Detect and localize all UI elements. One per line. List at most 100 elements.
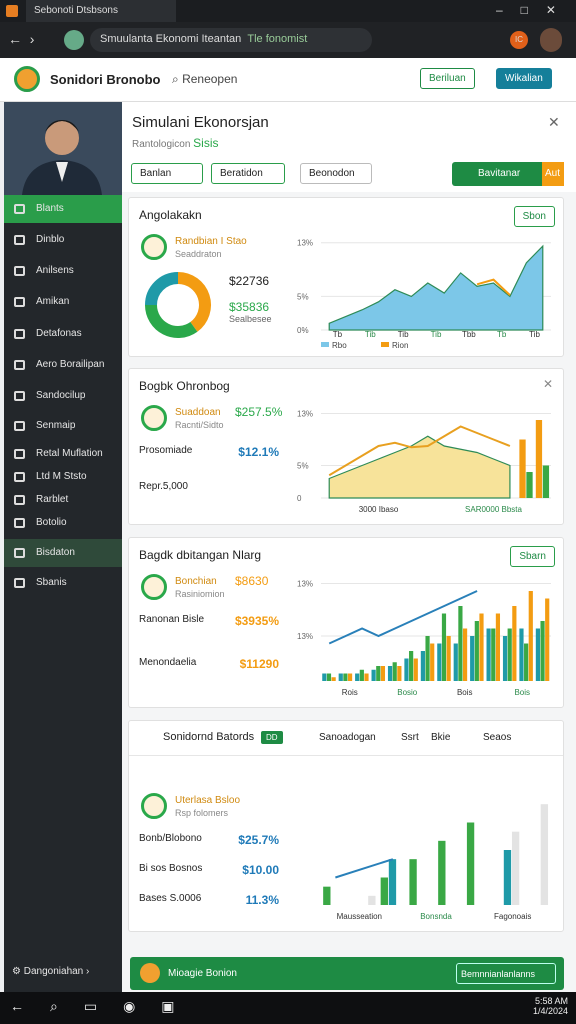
nav-item[interactable]: Bisdaton — [4, 539, 122, 567]
stat: Prosomiade $12.1% — [139, 445, 279, 459]
nav-item[interactable]: Ltd M Ststo — [4, 463, 122, 491]
nav-icon — [14, 518, 25, 528]
toolbar-button[interactable]: Banlan — [131, 163, 203, 184]
nav-item[interactable]: Amikan — [4, 288, 122, 316]
bar — [437, 643, 442, 681]
x-label: 3000 Ibaso — [359, 505, 399, 514]
x-label: Tb — [497, 330, 507, 339]
stat-label: Menondaelia — [139, 656, 197, 668]
x-label: Mausseation — [337, 912, 382, 921]
area — [328, 435, 511, 499]
browser-tab[interactable]: Sebonoti Dtsbsons — [26, 0, 176, 22]
sidebar-footer[interactable]: ⚙ Dangoniahan › — [12, 966, 90, 977]
stat-head: Bonchian — [175, 576, 217, 587]
nav-item[interactable]: Senmaip — [4, 412, 122, 440]
card-tool[interactable]: Sanoadogan — [319, 732, 376, 743]
header-button[interactable]: Wikalian — [496, 68, 552, 89]
nav-item[interactable]: Aero Borailipan — [4, 351, 122, 379]
stat-icon — [141, 405, 167, 431]
bar — [322, 673, 327, 681]
nav-item[interactable]: Retal Muflation — [4, 440, 122, 468]
header-button[interactable]: Beriluan — [420, 68, 475, 89]
bar — [540, 804, 549, 905]
y-tick-label: 5% — [297, 292, 309, 301]
toolbar-button[interactable]: Beonodon — [300, 163, 372, 184]
stat-value: 11.3% — [245, 893, 279, 907]
card-tool[interactable]: Bkie — [431, 732, 451, 743]
nav-item[interactable]: Detafonas — [4, 320, 122, 348]
x-label: Tbb — [462, 330, 476, 339]
nav-item[interactable]: Blants — [4, 195, 122, 223]
stat-value: $25.7% — [238, 833, 279, 847]
stat-sub: Rsp folomers — [175, 808, 229, 818]
bar — [479, 613, 484, 681]
card-tool[interactable]: Seaos — [483, 732, 512, 743]
card-action[interactable]: Sbon — [513, 206, 555, 227]
nav-buttons[interactable]: ← › — [8, 31, 35, 47]
nav-item[interactable]: Sbanis — [4, 569, 122, 597]
stat: Bases S.0006 11.3% — [139, 893, 279, 907]
stat: Bi sos Bosnos $10.00 — [139, 863, 279, 877]
window-controls[interactable]: –□✕ — [496, 3, 574, 17]
page-title: Simulani Ekonorsjan — [132, 114, 269, 131]
legend-label: Rbo — [332, 341, 347, 350]
chart: Mausseation Bonsnda Fagonoais — [323, 804, 549, 921]
y-tick-label: 0 — [297, 494, 302, 503]
bar — [535, 628, 540, 681]
bar — [495, 613, 501, 681]
stat-head: Suaddoan — [175, 407, 221, 418]
footer-button[interactable]: Bemnnianlanlanns — [456, 963, 556, 984]
bar — [404, 658, 409, 681]
card-tool[interactable]: Ssrt — [401, 732, 419, 743]
x-label: Tib — [431, 330, 442, 339]
bar — [409, 859, 417, 905]
url: Smuulanta Ekonomi Iteantan — [100, 33, 242, 45]
y-tick-label: 13% — [297, 239, 313, 248]
donut-segment — [145, 304, 198, 338]
line — [328, 590, 478, 645]
nav-icon — [14, 391, 25, 401]
nav-item[interactable]: Rarblet — [4, 486, 122, 514]
x-label: Tib — [529, 330, 540, 339]
bar — [376, 666, 381, 681]
nav-label: Dinblo — [36, 234, 65, 245]
legend-swatch — [381, 342, 389, 347]
nav-icon — [14, 449, 25, 459]
bar — [512, 606, 517, 681]
card-title: Bogbk Ohronbog — [139, 379, 230, 393]
primary-button[interactable]: Bavitanar Aut — [452, 162, 564, 186]
profile-badge[interactable]: IC — [510, 31, 528, 49]
search-text: Reneopen — [182, 72, 238, 86]
close[interactable]: ✕ — [548, 114, 560, 130]
x-label: SAR0000 Bbsta — [465, 505, 522, 514]
url-field[interactable]: Smuulanta Ekonomi Iteantan Tle fonomist — [90, 28, 372, 52]
toolbar-button[interactable]: Beratidon — [211, 163, 285, 184]
bar — [526, 472, 533, 498]
bar — [359, 669, 364, 681]
avatar[interactable] — [540, 28, 562, 52]
stat: Bonb/Blobono $25.7% — [139, 833, 279, 847]
bar — [420, 651, 425, 681]
bar — [502, 636, 508, 681]
bar — [387, 666, 393, 681]
nav-item[interactable]: Dinblo — [4, 226, 122, 254]
stat-value: $12.1% — [238, 445, 279, 459]
nav-label: Aero Borailipan — [36, 359, 105, 370]
nav-item[interactable]: Sandocilup — [4, 382, 122, 410]
nav-item[interactable]: Botolio — [4, 509, 122, 537]
primary-text: Bavitanar — [478, 168, 521, 179]
card-close[interactable]: ✕ — [542, 377, 553, 391]
primary-badge: Aut — [542, 162, 564, 186]
nav-icon — [14, 578, 25, 588]
nav-item[interactable]: Anilsens — [4, 257, 122, 285]
card-action[interactable]: Sbarn — [510, 546, 555, 567]
nav-icon — [14, 266, 25, 276]
bar — [519, 439, 526, 498]
search[interactable]: ⌕ Reneopen — [172, 72, 238, 86]
bar — [540, 621, 545, 681]
taskbar-icons[interactable]: ←⌕▭◉▣ — [10, 998, 201, 1014]
bar — [338, 673, 343, 681]
card-title: Sonidornd Batords — [163, 731, 255, 743]
bar — [474, 621, 479, 681]
